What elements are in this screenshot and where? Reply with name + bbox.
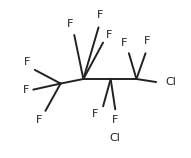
Text: F: F bbox=[66, 19, 73, 29]
Text: F: F bbox=[144, 36, 150, 46]
Text: Cl: Cl bbox=[110, 133, 121, 143]
Text: F: F bbox=[106, 30, 112, 40]
Text: F: F bbox=[92, 109, 99, 119]
Text: F: F bbox=[121, 38, 128, 48]
Text: F: F bbox=[97, 10, 103, 20]
Text: F: F bbox=[112, 115, 118, 125]
Text: F: F bbox=[23, 85, 29, 95]
Text: F: F bbox=[24, 57, 30, 67]
Text: F: F bbox=[36, 115, 43, 125]
Text: Cl: Cl bbox=[165, 77, 176, 87]
